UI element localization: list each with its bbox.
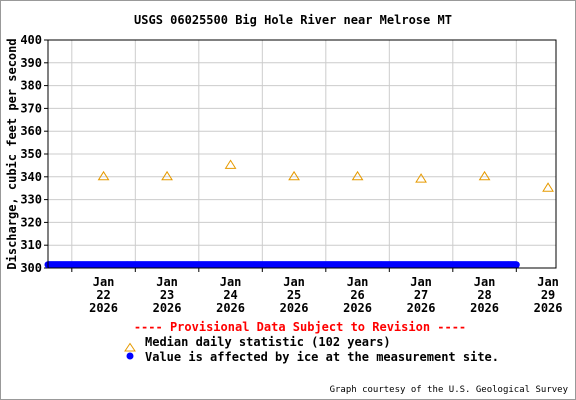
median-point (97, 170, 110, 181)
y-tick-label: 370 (20, 101, 42, 115)
x-tick-label: 26 (350, 288, 364, 302)
median-point (415, 173, 427, 183)
ice-point (512, 261, 520, 269)
ice-series (44, 261, 520, 269)
y-tick-label: 310 (20, 238, 42, 252)
x-tick-label: 2026 (89, 301, 118, 315)
y-tick-label: 360 (20, 124, 42, 138)
x-tick-label: 2026 (280, 301, 309, 315)
median-point (478, 170, 491, 181)
median-point (161, 170, 173, 181)
median-series (97, 159, 554, 192)
legend-triangle-icon (124, 342, 136, 352)
median-point (542, 182, 554, 192)
chart-title: USGS 06025500 Big Hole River near Melros… (134, 13, 452, 27)
median-point (288, 170, 300, 181)
x-tick-label: 24 (223, 288, 237, 302)
x-tick-label: 28 (477, 288, 491, 302)
x-tick-label: 2026 (216, 301, 245, 315)
y-tick-label: 380 (20, 79, 42, 93)
x-tick-label: 2026 (343, 301, 372, 315)
x-tick-label: Jan (220, 275, 242, 289)
legend-dot-icon (126, 352, 134, 360)
x-tick-label: Jan (474, 275, 496, 289)
x-tick-label: 2026 (153, 301, 182, 315)
x-tick-label: Jan (283, 275, 305, 289)
x-tick-label: 27 (414, 288, 428, 302)
x-tick-label: 25 (287, 288, 301, 302)
x-tick-label: Jan (537, 275, 559, 289)
x-tick-label: 23 (160, 288, 174, 302)
provisional-notice: ---- Provisional Data Subject to Revisio… (134, 320, 466, 334)
legend-median-label: Median daily statistic (102 years) (145, 335, 391, 349)
credit-text: Graph courtesy of the U.S. Geological Su… (330, 385, 569, 395)
y-tick-label: 320 (20, 215, 42, 229)
x-tick-label: 2026 (534, 301, 563, 315)
median-point (224, 159, 237, 169)
y-axis-label: Discharge, cubic feet per second (5, 38, 19, 269)
y-tick-label: 300 (20, 261, 42, 275)
x-tick-label: 22 (96, 288, 110, 302)
x-tick-label: Jan (93, 275, 115, 289)
y-tick-label: 340 (20, 170, 42, 184)
legend-ice-label: Value is affected by ice at the measurem… (145, 350, 499, 364)
y-tick-label: 330 (20, 193, 42, 207)
x-tick-label: Jan (156, 275, 178, 289)
plot-frame (47, 39, 557, 269)
y-tick-label: 400 (20, 33, 42, 47)
x-tick-labels: Jan222026Jan232026Jan242026Jan252026Jan2… (89, 275, 562, 315)
x-tick-label: 2026 (407, 301, 436, 315)
x-tick-label: Jan (347, 275, 369, 289)
x-tick-label: 29 (541, 288, 555, 302)
x-tick-label: Jan (410, 275, 432, 289)
y-tick-labels: 300 310 320 330 340 350 360 370 380 390 400 (20, 33, 42, 275)
median-point (351, 170, 364, 181)
y-tick-label: 350 (20, 147, 42, 161)
x-tick-label: 2026 (470, 301, 499, 315)
y-tick-label: 390 (20, 56, 42, 70)
